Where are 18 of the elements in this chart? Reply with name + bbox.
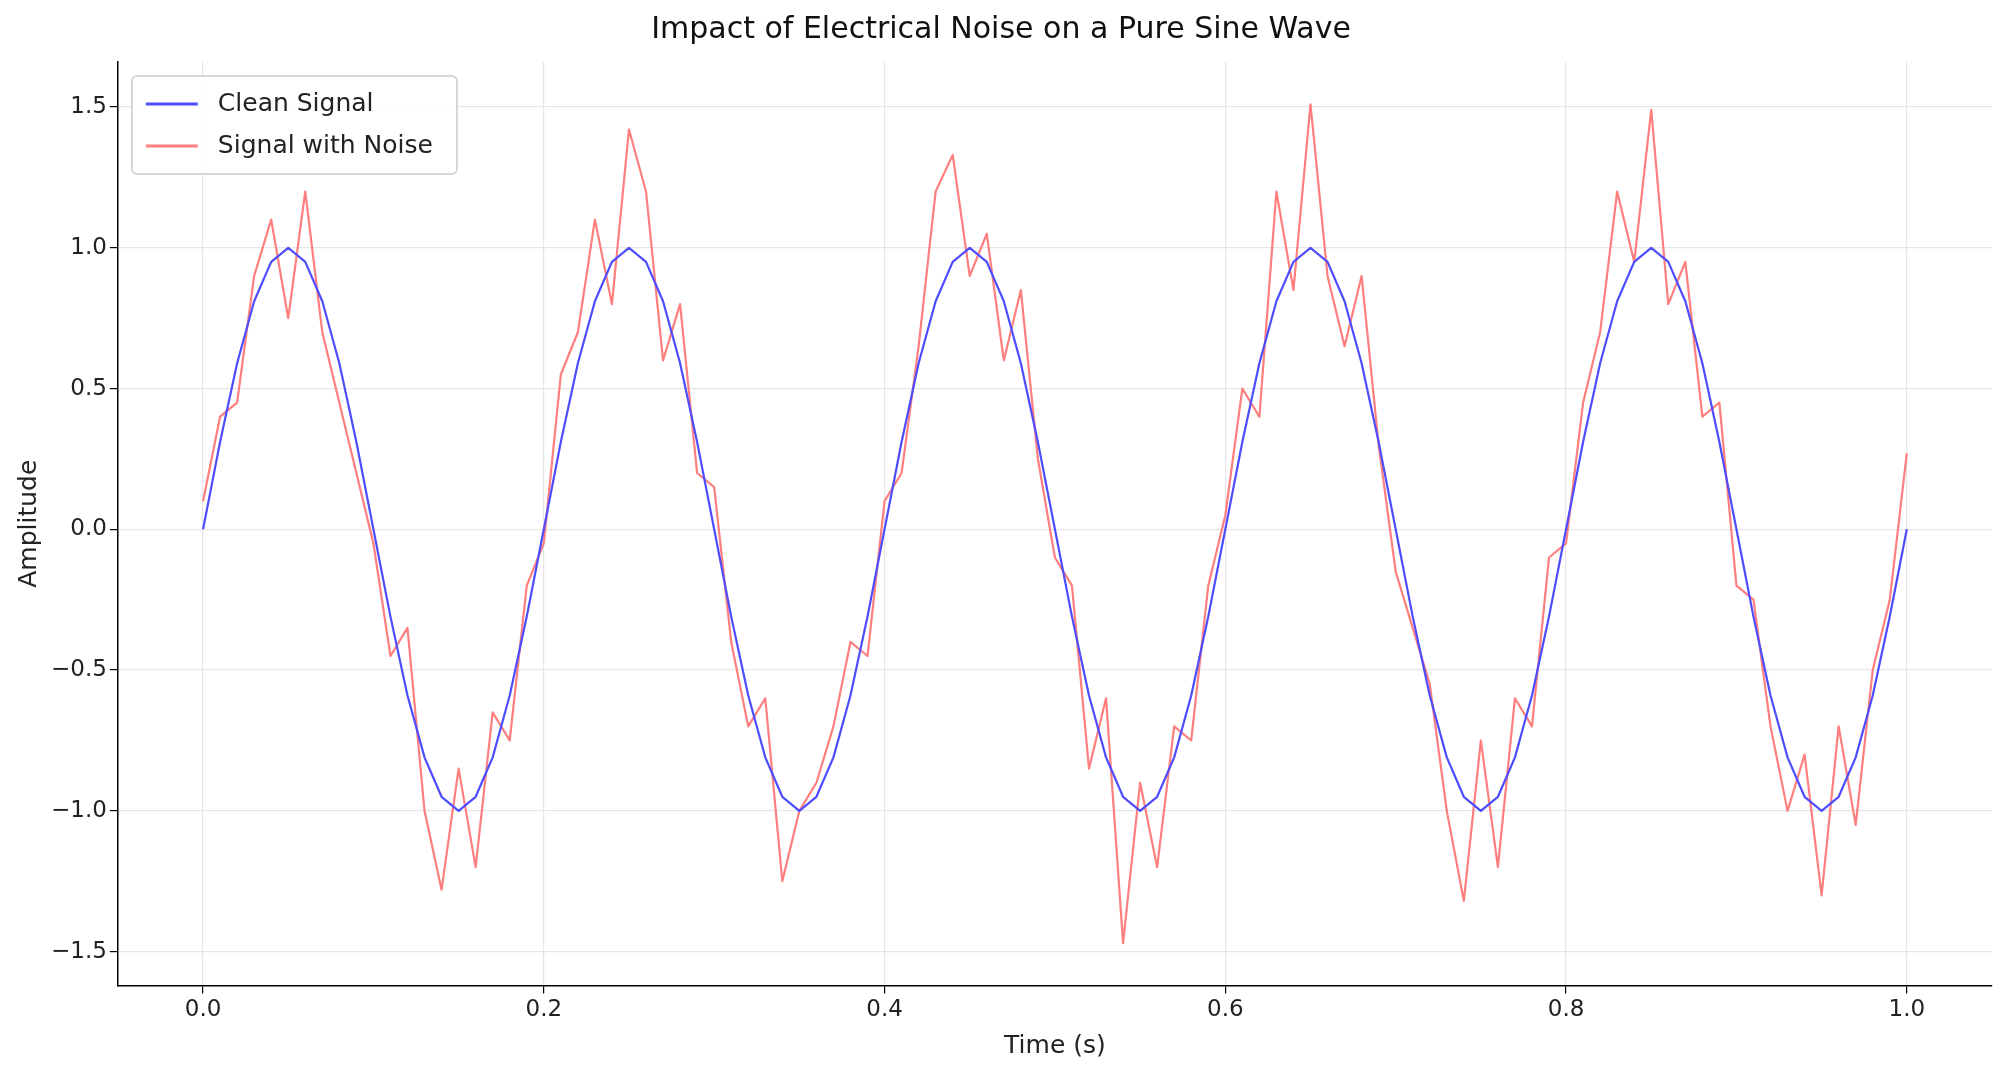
y-tick-label: 1.5 [70, 92, 107, 119]
y-tick-label: 0.5 [70, 373, 107, 400]
y-tick-label: −0.5 [50, 655, 107, 682]
x-tick-label: 0.4 [866, 995, 903, 1022]
x-tick-label: 0.0 [184, 995, 222, 1022]
x-tick-label: 0.6 [1207, 995, 1244, 1022]
legend-label: Signal with Noise [217, 129, 433, 159]
y-tick-label: 1.0 [70, 232, 107, 259]
x-tick-label: 0.2 [525, 995, 563, 1022]
x-tick-label: 1.0 [1888, 995, 1926, 1022]
x-axis-title: Time (s) [1003, 1029, 1106, 1059]
chart-title: Impact of Electrical Noise on a Pure Sine Wave [651, 9, 1351, 45]
y-tick-label: −1.5 [50, 936, 107, 963]
y-tick-label: −1.0 [50, 795, 107, 822]
y-tick-label: 0.0 [70, 514, 107, 541]
legend-label: Clean Signal [217, 87, 374, 117]
x-tick-label: 0.8 [1547, 995, 1585, 1022]
y-axis-title: Amplitude [12, 459, 42, 588]
